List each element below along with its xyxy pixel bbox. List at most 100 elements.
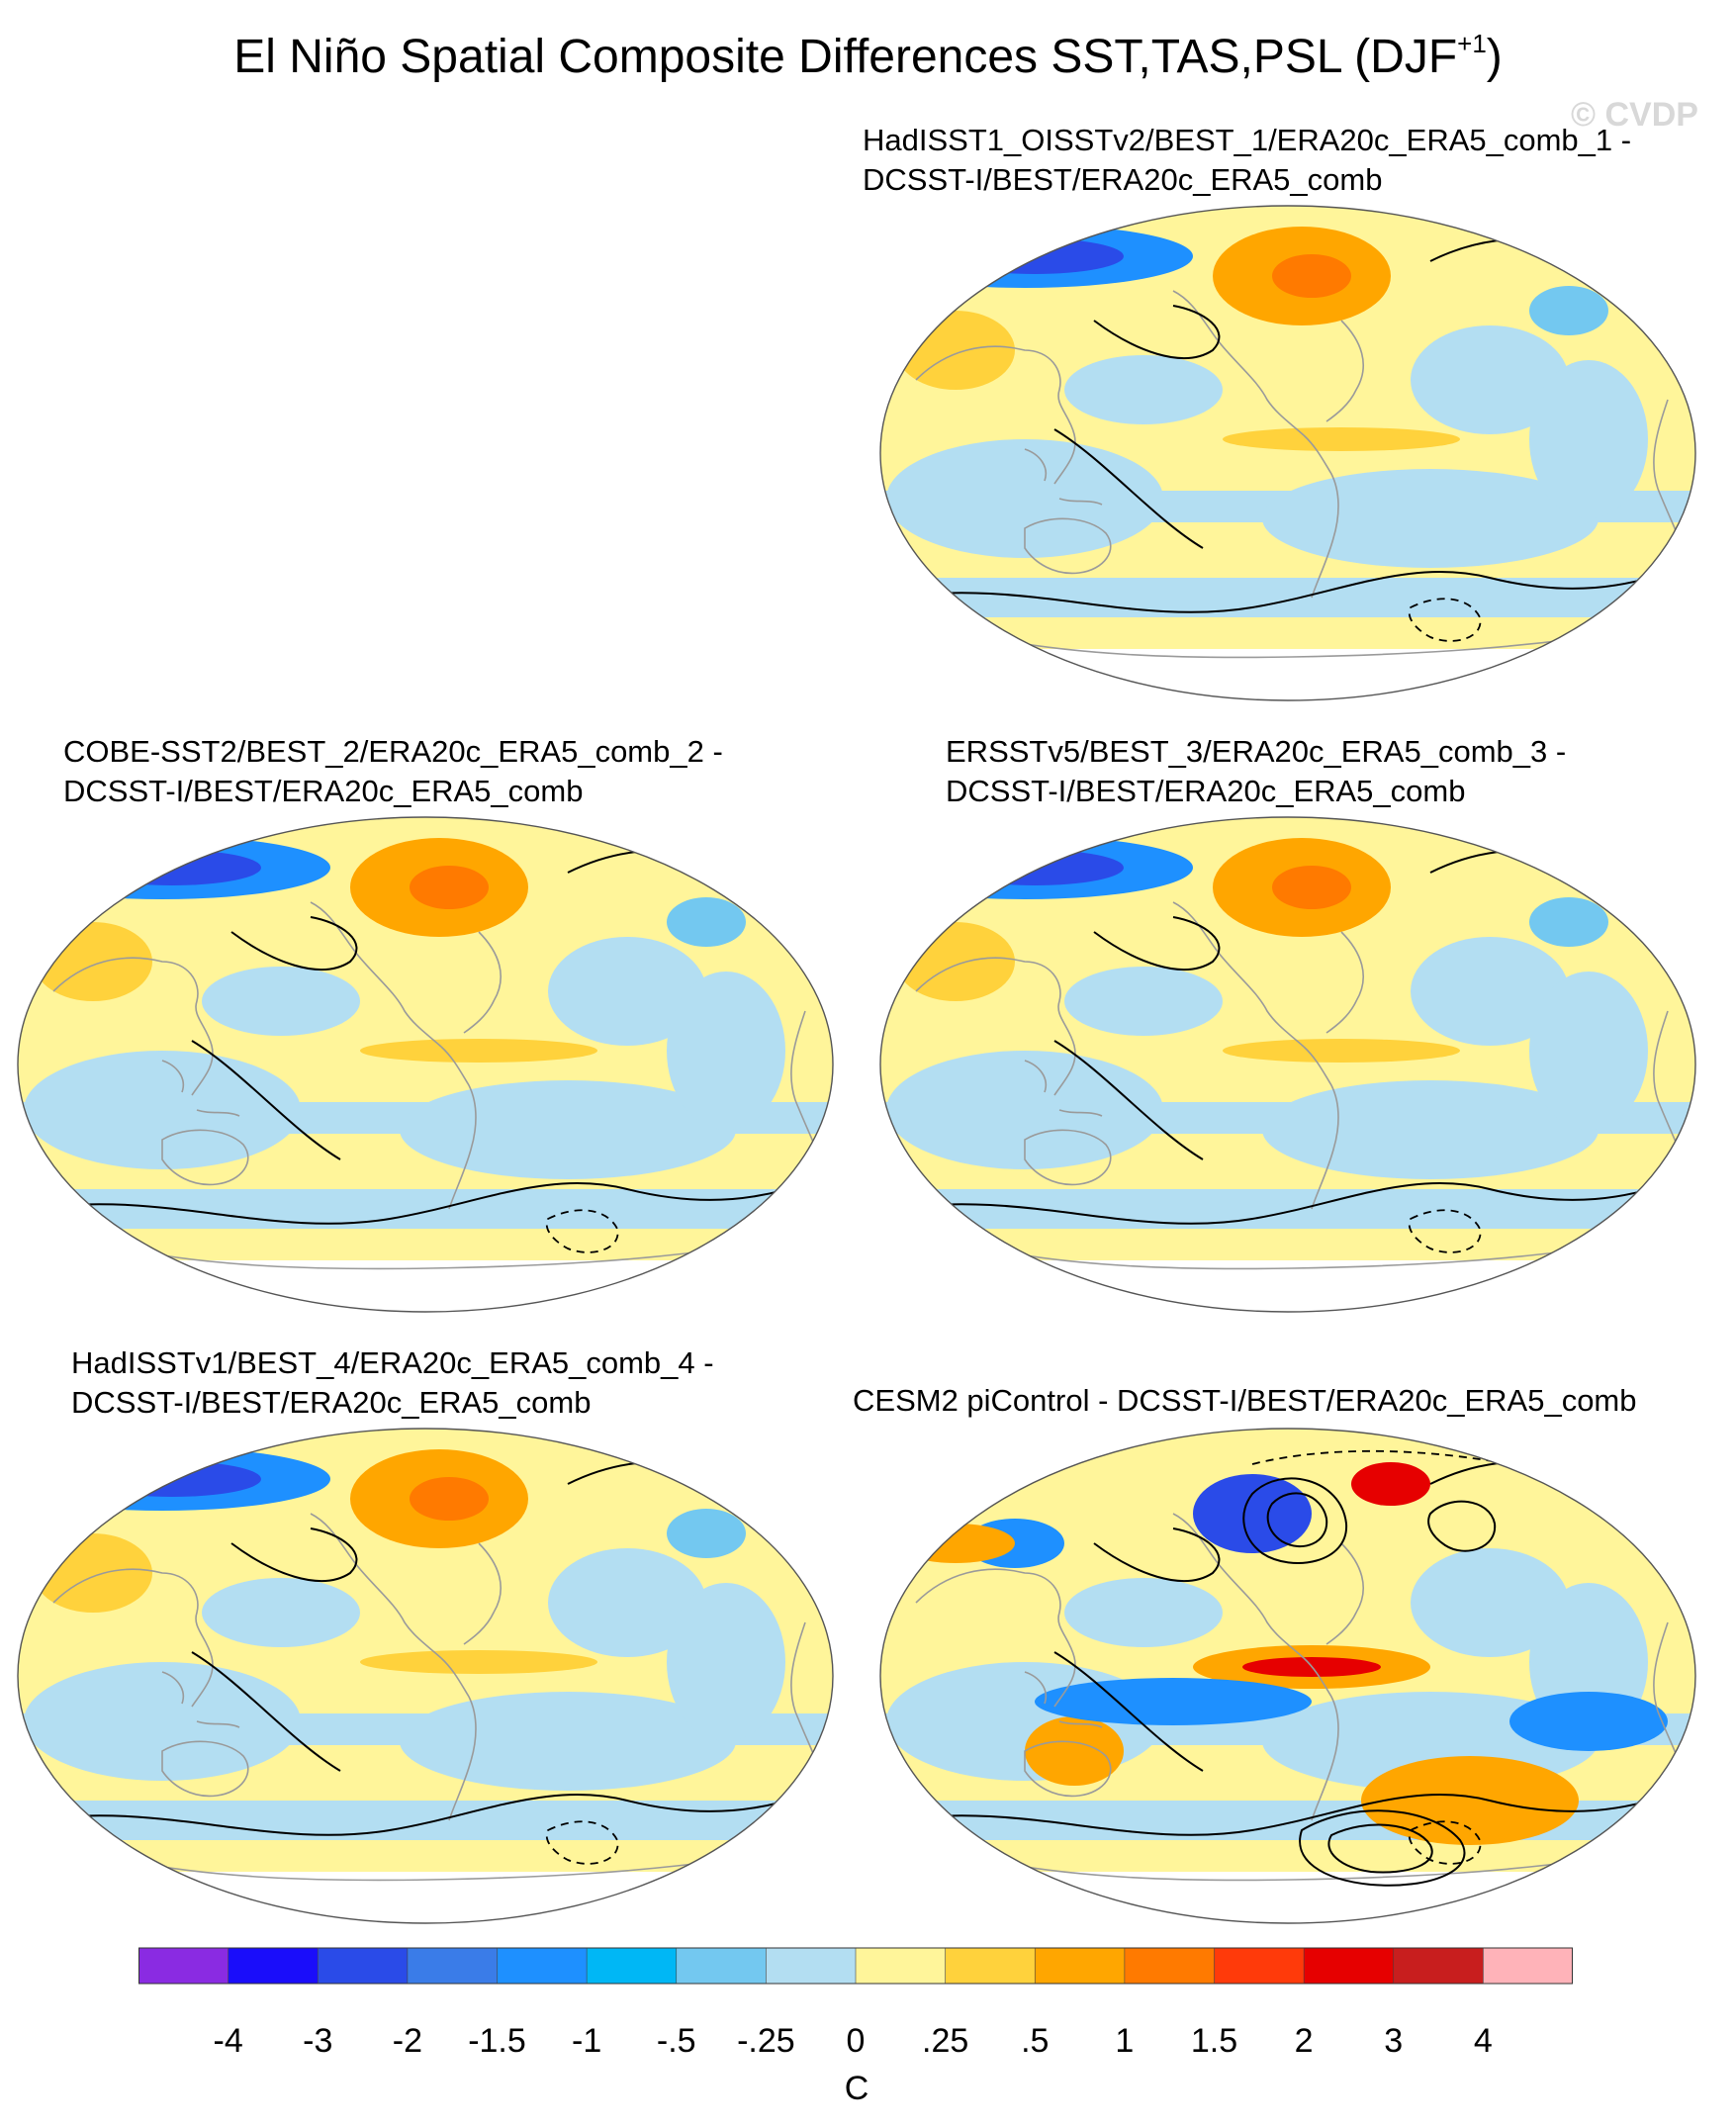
colorbar-tick-label: 0 bbox=[846, 2022, 866, 2060]
coastline bbox=[1024, 1740, 1112, 1798]
warm-area bbox=[34, 1533, 152, 1613]
cool-area bbox=[1262, 469, 1599, 568]
coastlines bbox=[915, 901, 1684, 1270]
contour-negative bbox=[745, 1833, 811, 1851]
cool-area bbox=[667, 897, 746, 947]
warm-area bbox=[1025, 1716, 1124, 1786]
map-panel-4 bbox=[17, 1428, 834, 1924]
colorbar-units: C bbox=[844, 2070, 869, 2107]
colorbar-tick-label: 3 bbox=[1384, 2022, 1404, 2060]
cool-core bbox=[83, 1461, 261, 1497]
cool-area bbox=[667, 1583, 785, 1741]
map-outline bbox=[879, 1428, 1696, 1924]
map-fill bbox=[880, 206, 1695, 700]
colorbar-swatch bbox=[1124, 1948, 1216, 1984]
colorbar-tick-label: -.5 bbox=[656, 2022, 696, 2060]
warm-core bbox=[410, 1477, 489, 1521]
cool-area bbox=[886, 439, 1163, 558]
coastline bbox=[1024, 517, 1112, 575]
cool-area bbox=[202, 967, 360, 1036]
coastline bbox=[440, 1046, 477, 1210]
contour-positive bbox=[230, 916, 358, 971]
coastline bbox=[161, 1671, 240, 1728]
coastlines bbox=[915, 290, 1684, 659]
map-panel-2 bbox=[17, 816, 834, 1313]
warm-core bbox=[410, 866, 489, 909]
colorbar-swatch bbox=[228, 1948, 319, 1984]
colorbar-swatch bbox=[587, 1948, 678, 1984]
warm-area bbox=[1223, 1039, 1460, 1063]
contour-positive bbox=[1093, 916, 1221, 971]
cool-area bbox=[1411, 325, 1569, 434]
contour-positive bbox=[191, 1040, 341, 1160]
colorbar-tick-label: 2 bbox=[1294, 2022, 1314, 2060]
cool-area bbox=[1529, 360, 1648, 518]
map-fill bbox=[18, 817, 833, 1312]
coastline bbox=[310, 901, 442, 1048]
contour-positive bbox=[895, 1790, 1681, 1836]
cool-area bbox=[1035, 1678, 1312, 1725]
warm-core bbox=[1272, 254, 1351, 298]
cool-band bbox=[880, 1189, 1695, 1229]
map-outline bbox=[17, 816, 834, 1313]
cool-area bbox=[667, 971, 785, 1130]
coastline bbox=[52, 1568, 214, 1708]
cool-area bbox=[1509, 1692, 1668, 1751]
contour-positive bbox=[1327, 1823, 1433, 1874]
map-panel-1 bbox=[879, 205, 1696, 701]
panel-title-3: ERSSTv5/BEST_3/ERA20c_ERA5_comb_3 - DCSS… bbox=[946, 734, 1567, 808]
warm-area bbox=[896, 922, 1015, 1001]
panel-title-2: COBE-SST2/BEST_2/ERA20c_ERA5_comb_2 - DC… bbox=[63, 734, 723, 808]
contour-negative bbox=[545, 1209, 619, 1253]
coastlines bbox=[915, 1513, 1684, 1882]
cool-area bbox=[202, 1578, 360, 1647]
coastline bbox=[1172, 290, 1305, 436]
coastlines bbox=[52, 1513, 821, 1882]
map-outline bbox=[879, 816, 1696, 1313]
cool-area bbox=[24, 1662, 301, 1781]
warm-area bbox=[1223, 427, 1460, 451]
contour-negative bbox=[1408, 1209, 1482, 1253]
warm-area bbox=[896, 311, 1015, 390]
cool-area bbox=[1411, 1548, 1569, 1657]
contour-negative bbox=[1251, 1449, 1510, 1465]
coastline bbox=[1303, 1046, 1339, 1210]
coastline bbox=[310, 1513, 442, 1659]
colorbar-swatch bbox=[1035, 1948, 1126, 1984]
coastline bbox=[1303, 434, 1339, 599]
coastline bbox=[1325, 320, 1364, 422]
cool-area bbox=[24, 1051, 301, 1169]
contour-positive bbox=[230, 1527, 358, 1582]
colorbar-swatch bbox=[766, 1948, 857, 1984]
coastline bbox=[984, 1248, 1590, 1270]
cool-area bbox=[400, 1080, 736, 1179]
contour-positive bbox=[1266, 1492, 1328, 1547]
contour-negative bbox=[1607, 1833, 1674, 1851]
panel-title-1: HadISST1_OISSTv2/BEST_1/ERA20c_ERA5_comb… bbox=[863, 123, 1632, 197]
colorbar-swatch bbox=[407, 1948, 499, 1984]
map-fill bbox=[880, 817, 1695, 1312]
coastline bbox=[1303, 1657, 1339, 1821]
coastline bbox=[915, 1568, 1076, 1708]
colorbar-tick-label: 4 bbox=[1473, 2022, 1493, 2060]
colorbar-tick-label: .25 bbox=[921, 2022, 969, 2060]
coastline bbox=[122, 1248, 727, 1270]
warm-core bbox=[1351, 1462, 1430, 1506]
contour-negative bbox=[1607, 610, 1674, 628]
map-panel-3 bbox=[879, 816, 1696, 1313]
cool-core bbox=[1193, 1474, 1312, 1553]
warm-area bbox=[896, 1524, 1015, 1563]
contour-positive bbox=[895, 567, 1681, 613]
colorbar-tick-label: 1 bbox=[1115, 2022, 1135, 2060]
colorbar-tick-label: -2 bbox=[392, 2022, 422, 2060]
contour-positive bbox=[1299, 1809, 1466, 1887]
cool-area bbox=[1064, 355, 1223, 424]
contour-positive bbox=[1053, 1040, 1204, 1160]
coastline bbox=[1024, 1671, 1103, 1728]
colorbar-tick-label: .5 bbox=[1021, 2022, 1050, 2060]
cool-area bbox=[548, 1548, 706, 1657]
colorbar-swatch bbox=[945, 1948, 1036, 1984]
contour-positive bbox=[895, 1178, 1681, 1225]
contour-positive bbox=[33, 1790, 818, 1836]
coastline bbox=[463, 1542, 502, 1645]
